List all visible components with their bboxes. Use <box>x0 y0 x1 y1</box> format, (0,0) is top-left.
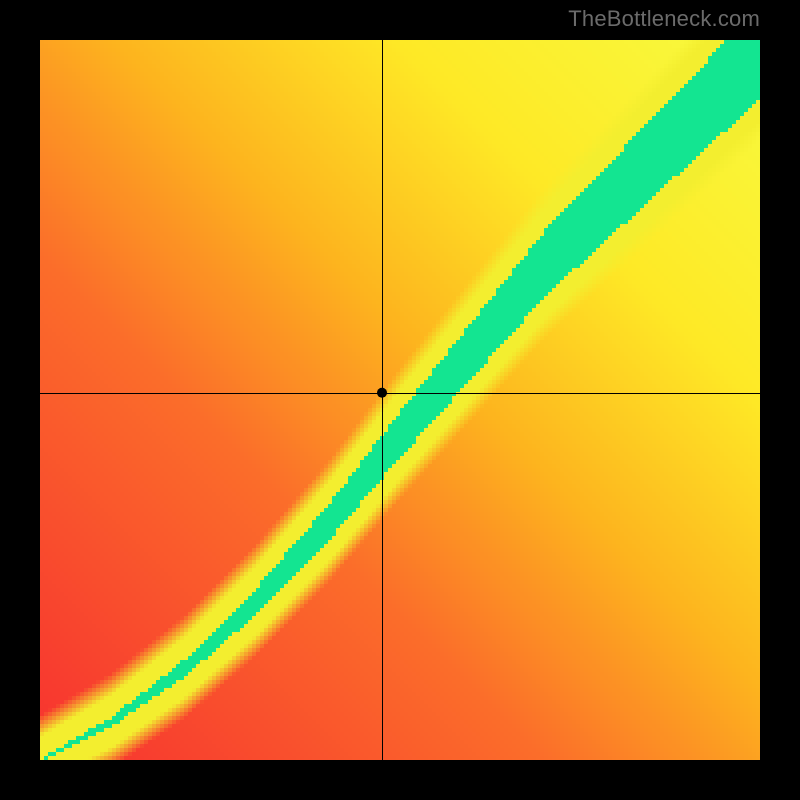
watermark-text: TheBottleneck.com <box>568 6 760 32</box>
chart-frame: TheBottleneck.com <box>0 0 800 800</box>
heatmap-canvas <box>40 40 760 760</box>
heatmap-plot <box>40 40 760 760</box>
